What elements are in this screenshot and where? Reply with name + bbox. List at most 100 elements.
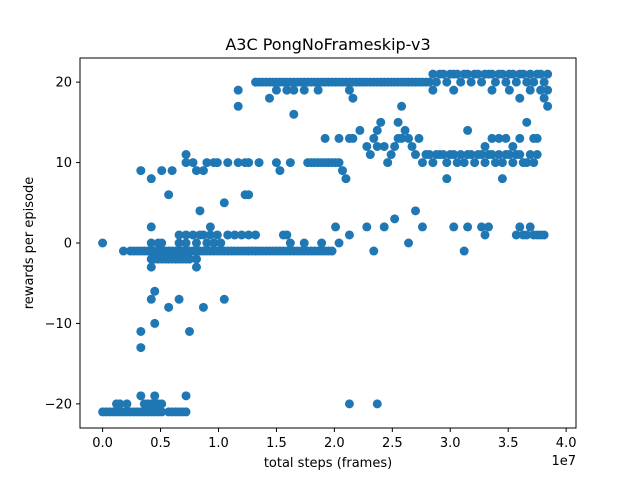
data-point (223, 230, 233, 240)
data-point (480, 230, 490, 240)
data-point (271, 158, 281, 168)
y-axis: −20 −10 0 10 20 (45, 76, 80, 412)
x-tick-label: 3.0 (440, 436, 461, 451)
x-tick-label: 4.0 (556, 436, 577, 451)
data-point (198, 302, 208, 312)
data-point (344, 230, 354, 240)
data-point (386, 150, 396, 160)
data-point (442, 158, 452, 168)
x-axis-offset-label: 1e7 (551, 454, 576, 469)
data-point (497, 158, 507, 168)
data-point (490, 77, 500, 87)
data-point (393, 117, 403, 127)
data-point (282, 230, 292, 240)
data-point (463, 69, 473, 79)
data-point (146, 294, 156, 304)
data-point (508, 158, 518, 168)
x-tick-label: 1.0 (208, 436, 229, 451)
data-point (174, 294, 184, 304)
data-point (487, 150, 497, 160)
data-point (216, 238, 226, 248)
data-point (525, 222, 535, 232)
data-point (157, 238, 167, 248)
data-point (118, 246, 128, 256)
data-point (543, 101, 553, 111)
y-tick-label: 10 (55, 156, 72, 171)
x-tick-label: 1.5 (266, 436, 287, 451)
data-point (244, 230, 254, 240)
data-point (532, 150, 542, 160)
data-point (525, 85, 535, 95)
data-point (174, 238, 184, 248)
x-axis-label: total steps (frames) (264, 456, 392, 471)
data-point (299, 85, 309, 95)
data-point (397, 133, 407, 143)
data-point (146, 222, 156, 232)
data-point (164, 302, 174, 312)
data-point (414, 133, 424, 143)
data-point (477, 222, 487, 232)
data-point (407, 141, 417, 151)
data-point (404, 238, 414, 248)
data-point (442, 174, 452, 184)
data-point (185, 326, 195, 336)
data-point (198, 230, 208, 240)
data-point (188, 230, 198, 240)
data-point (452, 158, 462, 168)
y-tick-label: −10 (45, 317, 72, 332)
data-point (411, 150, 420, 160)
data-point (424, 77, 434, 87)
data-point (501, 133, 511, 143)
data-point (515, 93, 525, 103)
data-point (230, 230, 240, 240)
data-point (98, 238, 108, 248)
data-point (518, 69, 528, 79)
data-point (376, 117, 386, 127)
data-point (344, 85, 354, 95)
data-point (223, 158, 233, 168)
data-point (271, 85, 281, 95)
data-point (525, 150, 535, 160)
data-point (136, 391, 146, 401)
data-point (334, 158, 344, 168)
data-point (275, 166, 285, 176)
data-point (466, 150, 476, 160)
data-point (150, 318, 160, 328)
data-point (219, 198, 229, 208)
data-point (115, 399, 125, 409)
data-point (529, 158, 539, 168)
data-point (334, 238, 344, 248)
data-point (136, 343, 146, 353)
y-axis-label: rewards per episode (22, 177, 37, 310)
data-point (136, 326, 146, 336)
data-point (515, 150, 525, 160)
data-point (372, 141, 382, 151)
data-point (191, 166, 201, 176)
data-point (136, 166, 146, 176)
data-point (219, 294, 229, 304)
data-point (463, 125, 473, 135)
data-point (452, 69, 462, 79)
data-point (522, 117, 532, 127)
data-point (459, 246, 469, 256)
data-point (494, 133, 504, 143)
data-point (536, 69, 546, 79)
data-point (480, 158, 490, 168)
x-tick-label: 2.5 (382, 436, 403, 451)
data-point (511, 77, 521, 87)
data-point (195, 206, 205, 216)
data-point (463, 222, 473, 232)
data-point (404, 133, 414, 143)
data-point (174, 230, 184, 240)
data-point (508, 69, 518, 79)
data-point (417, 158, 427, 168)
data-point (348, 93, 358, 103)
data-point (320, 133, 330, 143)
data-point (417, 222, 427, 232)
data-point (327, 246, 337, 256)
data-point (508, 141, 518, 151)
data-point (313, 85, 323, 95)
x-axis: 0.0 0.5 1.0 1.5 2.0 2.5 3.0 3.5 4.0 (92, 428, 576, 451)
data-point (522, 77, 532, 87)
data-point (504, 150, 514, 160)
